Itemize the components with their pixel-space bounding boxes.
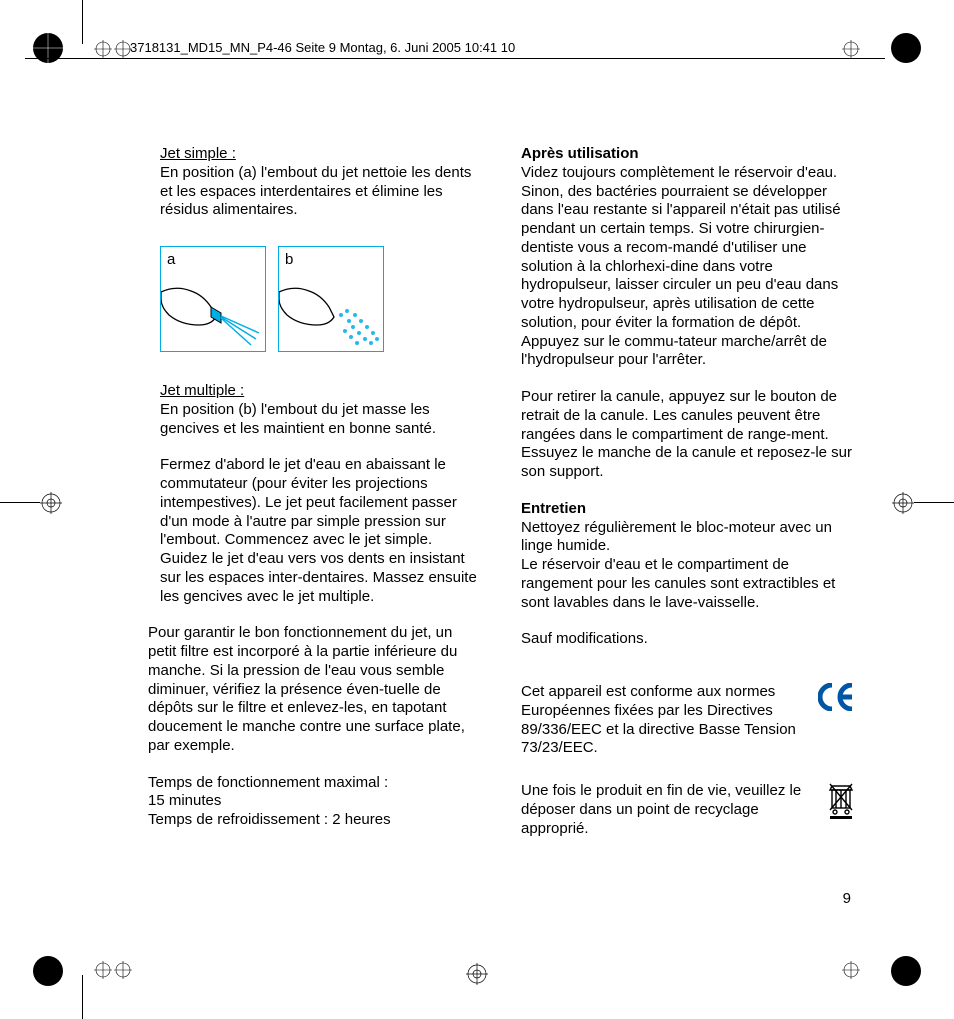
weee-body: Une fois le produit en fin de vie, veuil…: [521, 782, 801, 837]
figure-row: a b: [160, 246, 483, 352]
crop-line-mid-right: [914, 502, 954, 503]
jet-simple-body: En position (a) l'embout du jet nettoie …: [160, 164, 483, 220]
ce-block: Cet appareil est conforme aux normes Eur…: [521, 683, 856, 758]
ce-body: Cet appareil est conforme aux normes Eur…: [521, 683, 796, 756]
page-number: 9: [843, 890, 851, 907]
jet-simple-icon: [161, 247, 265, 351]
right-column: Après utilisation Videz toujours complèt…: [521, 145, 856, 838]
crop-line-mid-left: [0, 502, 40, 503]
maintenance-body-2: Le réservoir d'eau et le compartiment de…: [521, 556, 856, 612]
figure-a-label: a: [167, 251, 175, 270]
jet-multiple-icon: [279, 247, 383, 351]
jet-multiple-heading: Jet multiple :: [160, 382, 244, 399]
reg-mid-right: [892, 492, 914, 514]
reg-small-top-r: [842, 40, 860, 58]
crop-line-left-top: [82, 0, 83, 44]
jet-multiple-body: En position (b) l'embout du jet masse le…: [160, 401, 483, 439]
reg-small-bot-1: [94, 961, 112, 979]
cooldown: Temps de refroidissement : 2 heures: [148, 811, 483, 830]
reg-big-tl: [32, 32, 64, 64]
reg-small-top-1: [94, 40, 112, 58]
content-area: Jet simple : En position (a) l'embout du…: [148, 145, 858, 838]
runtime-value: 15 minutes: [148, 792, 483, 811]
left-column: Jet simple : En position (a) l'embout du…: [148, 145, 483, 838]
header-rule: [25, 58, 885, 59]
reg-big-br: [890, 955, 922, 987]
weee-bin-icon: [826, 782, 856, 820]
jet-simple-heading: Jet simple :: [160, 145, 236, 162]
after-use-heading: Après utilisation: [521, 145, 856, 164]
reg-small-bot-2: [114, 961, 132, 979]
subject-modifications: Sauf modifications.: [521, 630, 856, 649]
reg-small-bot-r: [842, 961, 860, 979]
ce-mark-icon: [818, 683, 856, 711]
crop-line-left-bot: [82, 975, 83, 1019]
figure-b-label: b: [285, 251, 293, 270]
weee-block: Une fois le produit en fin de vie, veuil…: [521, 782, 856, 838]
after-use-body: Videz toujours complètement le réservoir…: [521, 164, 856, 370]
figure-a: a: [160, 246, 266, 352]
reg-big-tr: [890, 32, 922, 64]
figure-b: b: [278, 246, 384, 352]
reg-big-bl: [32, 955, 64, 987]
reg-mid-left: [40, 492, 62, 514]
reg-mid-bottom: [466, 963, 488, 985]
maintenance-body-1: Nettoyez régulièrement le bloc-moteur av…: [521, 519, 856, 557]
header-meta: 3718131_MD15_MN_P4-46 Seite 9 Montag, 6.…: [130, 40, 515, 55]
runtime-label: Temps de fonctionnement maximal :: [148, 774, 483, 793]
maintenance-heading: Entretien: [521, 500, 856, 519]
remove-cannula-body: Pour retirer la canule, appuyez sur le b…: [521, 388, 856, 482]
filter-body: Pour garantir le bon fonctionnement du j…: [148, 624, 483, 755]
close-jet-body: Fermez d'abord le jet d'eau en abaissant…: [160, 456, 483, 606]
